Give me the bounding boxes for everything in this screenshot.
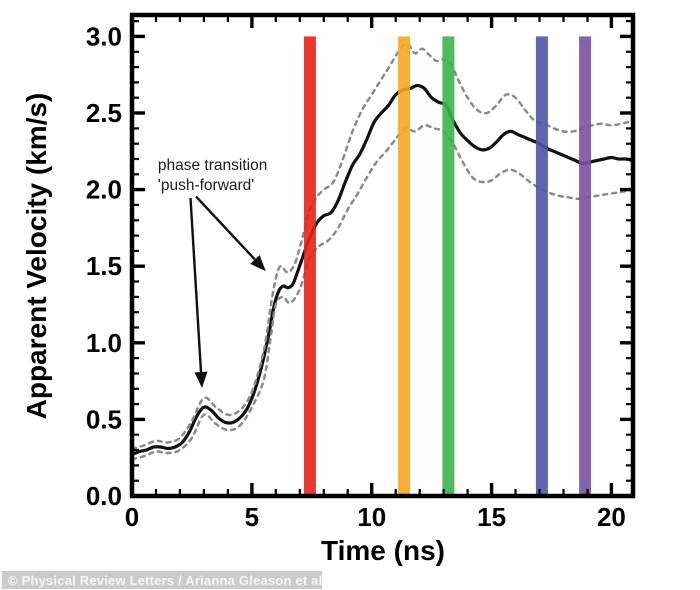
y-tick-label: 1.0 [86, 328, 122, 358]
axes-layer: 0 5 10 15 20 0.0 0.5 1.0 1.5 2.0 2.5 3.0 [86, 12, 636, 532]
annotation-arrowhead [194, 371, 208, 388]
purple-event-bar [579, 36, 592, 497]
blue-event-bar [535, 36, 548, 497]
plot-frame [129, 12, 636, 499]
y-tick-label: 1.5 [86, 251, 122, 281]
x-tick-label: 10 [357, 502, 386, 532]
x-tick-label: 20 [597, 502, 626, 532]
green-event-bar [442, 36, 455, 497]
y-tick-label: 0.5 [86, 404, 122, 434]
annotation-phase-transition-line2: 'push-forward' [158, 177, 254, 194]
annotation-arrow-line [195, 195, 256, 261]
y-tick-label: 2.5 [86, 98, 122, 128]
y-tick-label: 0.0 [86, 481, 122, 511]
red-event-bar [303, 36, 316, 497]
annotation-phase-transition-line1: phase transition [158, 157, 267, 174]
plot-layer [130, 36, 635, 497]
credit-text: © Physical Review Letters / Arianna Glea… [8, 572, 323, 588]
upper-uncertainty-curve [130, 42, 635, 450]
annotation-arrow-line [189, 198, 203, 373]
x-tick-label: 0 [125, 502, 139, 532]
credit-bar: © Physical Review Letters / Arianna Glea… [2, 571, 322, 589]
x-tick-label: 15 [477, 502, 506, 532]
lower-uncertainty-curve [130, 123, 635, 461]
x-tick-label: 5 [245, 502, 259, 532]
orange-event-bar [398, 36, 411, 497]
x-axis-title: Time (ns) [321, 535, 445, 566]
y-tick-label: 2.0 [86, 175, 122, 205]
y-tick-label: 3.0 [86, 21, 122, 51]
annotation-arrowhead [250, 255, 266, 272]
y-axis-title: Apparent Velocity (km/s) [21, 93, 52, 420]
annotation-arrows [189, 195, 266, 388]
